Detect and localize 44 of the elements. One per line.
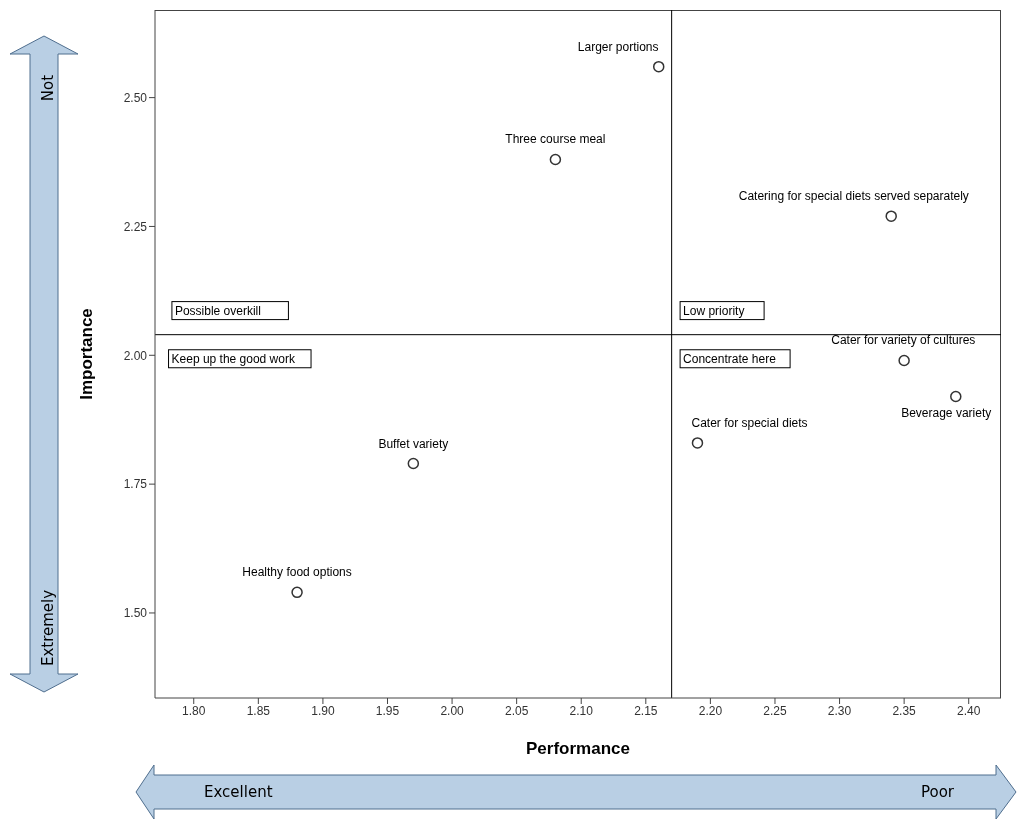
y-axis-title: Importance: [77, 308, 97, 400]
annotation: Catering for special diets served separately: [738, 189, 969, 204]
annotation: Healthy food options: [242, 565, 352, 580]
x-axis-title: Performance: [526, 739, 630, 758]
point: [652, 60, 665, 73]
annotation: Cater for variety of cultures: [831, 333, 976, 348]
annotation: Larger portions: [577, 39, 659, 54]
point: [885, 210, 897, 222]
annotation: Beverage variety: [901, 405, 992, 420]
annotation: Cater for special diets: [691, 415, 808, 430]
y-tick-label: 2.25: [123, 219, 148, 234]
x-tick-label: 2.30: [827, 703, 852, 718]
x-tick-label: 2.05: [504, 703, 529, 718]
point: [950, 390, 962, 403]
text: Extremely: [38, 589, 57, 667]
point: [407, 457, 420, 470]
point: [898, 354, 910, 367]
x-tick-label: 1.90: [311, 703, 335, 718]
annotation: Possible overkill: [174, 303, 261, 318]
x-tick-label: 2.25: [763, 703, 787, 718]
annotation: Concentrate here: [683, 351, 777, 366]
x-tick-label: 1.95: [375, 703, 400, 718]
y-tick-label: 2.50: [123, 90, 148, 105]
annotation: Three course meal: [505, 132, 606, 147]
x-tick-label: 2.15: [634, 703, 658, 718]
annotation: Keep up the good work: [171, 351, 296, 366]
point: [291, 586, 303, 599]
y-tick-label: 1.50: [123, 606, 148, 621]
text: Not: [38, 74, 57, 102]
x-tick-label: 2.20: [698, 703, 723, 718]
y-tick-label: 2.00: [123, 348, 148, 363]
point: [549, 153, 562, 166]
text: Poor: [920, 783, 955, 801]
x-tick-label: 1.85: [246, 703, 271, 718]
annotation: Low priority: [683, 303, 745, 318]
annotation: Buffet variety: [378, 436, 449, 451]
text: Excellent: [204, 783, 273, 801]
x-tick-label: 2.40: [957, 703, 981, 718]
x-tick-label: 1.80: [182, 703, 206, 718]
x-tick-label: 2.10: [569, 703, 594, 718]
x-tick-label: 2.00: [440, 703, 465, 718]
y-tick-label: 1.75: [123, 477, 148, 492]
x-tick-label: 2.35: [892, 703, 917, 718]
point: [691, 437, 704, 449]
